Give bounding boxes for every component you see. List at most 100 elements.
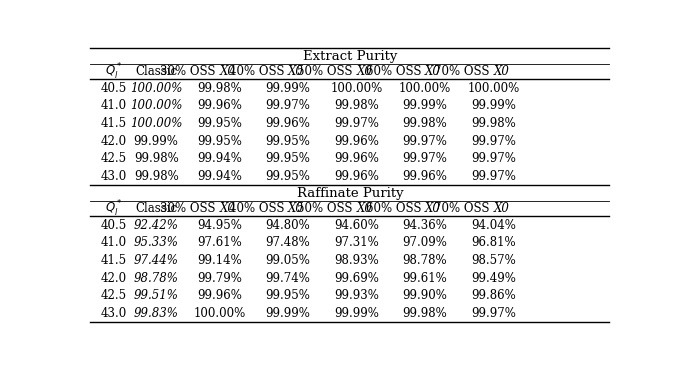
Text: 99.95%: 99.95% (197, 135, 242, 148)
Text: 99.96%: 99.96% (197, 290, 242, 302)
Text: X0: X0 (288, 65, 304, 78)
Text: 97.48%: 97.48% (265, 236, 310, 249)
Text: Classic: Classic (135, 202, 177, 215)
Text: 41.5: 41.5 (101, 254, 127, 267)
Text: 99.05%: 99.05% (265, 254, 310, 267)
Text: 99.86%: 99.86% (471, 290, 516, 302)
Text: 42.5: 42.5 (101, 152, 127, 165)
Text: 100.00%: 100.00% (398, 81, 451, 95)
Text: 99.74%: 99.74% (265, 272, 310, 285)
Text: 30% OSS: 30% OSS (160, 65, 220, 78)
Text: 99.95%: 99.95% (265, 152, 310, 165)
Text: 99.95%: 99.95% (265, 290, 310, 302)
Text: X0: X0 (220, 65, 235, 78)
Text: 99.99%: 99.99% (134, 135, 179, 148)
Text: 60% OSS: 60% OSS (366, 202, 425, 215)
Text: 99.49%: 99.49% (471, 272, 516, 285)
Text: 43.0: 43.0 (101, 307, 127, 320)
Text: 94.60%: 94.60% (334, 219, 379, 232)
Text: 99.93%: 99.93% (334, 290, 379, 302)
Text: X0: X0 (356, 202, 372, 215)
Text: 100.00%: 100.00% (130, 81, 182, 95)
Text: 97.31%: 97.31% (334, 236, 379, 249)
Text: 100.00%: 100.00% (330, 81, 383, 95)
Text: 99.99%: 99.99% (471, 99, 516, 112)
Text: 99.95%: 99.95% (265, 135, 310, 148)
Text: 99.90%: 99.90% (403, 290, 447, 302)
Text: 60% OSS: 60% OSS (366, 65, 425, 78)
Text: 99.98%: 99.98% (471, 117, 516, 130)
Text: 94.80%: 94.80% (265, 219, 310, 232)
Text: 99.97%: 99.97% (265, 99, 310, 112)
Text: 41.5: 41.5 (101, 117, 127, 130)
Text: X0: X0 (356, 65, 372, 78)
Text: 97.61%: 97.61% (197, 236, 242, 249)
Text: X0: X0 (220, 202, 235, 215)
Text: Extract Purity: Extract Purity (303, 50, 397, 62)
Text: 42.0: 42.0 (101, 272, 127, 285)
Text: 92.42%: 92.42% (134, 219, 179, 232)
Text: 70% OSS: 70% OSS (434, 65, 494, 78)
Text: 99.97%: 99.97% (471, 135, 516, 148)
Text: 99.98%: 99.98% (403, 117, 447, 130)
Text: 42.5: 42.5 (101, 290, 127, 302)
Text: 94.04%: 94.04% (471, 219, 516, 232)
Text: 99.97%: 99.97% (471, 307, 516, 320)
Text: 99.94%: 99.94% (197, 152, 242, 165)
Text: 30% OSS: 30% OSS (160, 202, 220, 215)
Text: 99.96%: 99.96% (403, 170, 447, 183)
Text: 99.69%: 99.69% (334, 272, 379, 285)
Text: 100.00%: 100.00% (130, 99, 182, 112)
Text: 96.81%: 96.81% (471, 236, 515, 249)
Text: 99.14%: 99.14% (197, 254, 242, 267)
Text: 98.78%: 98.78% (403, 254, 447, 267)
Text: X0: X0 (288, 202, 304, 215)
Text: 40.5: 40.5 (101, 81, 127, 95)
Text: 97.44%: 97.44% (134, 254, 179, 267)
Text: 99.51%: 99.51% (134, 290, 179, 302)
Text: 99.96%: 99.96% (334, 152, 379, 165)
Text: 99.83%: 99.83% (134, 307, 179, 320)
Text: 50% OSS: 50% OSS (297, 202, 356, 215)
Text: $Q_l^*$: $Q_l^*$ (105, 199, 123, 219)
Text: 99.96%: 99.96% (334, 135, 379, 148)
Text: $Q_l^*$: $Q_l^*$ (105, 61, 123, 81)
Text: 99.96%: 99.96% (197, 99, 242, 112)
Text: 99.99%: 99.99% (265, 307, 310, 320)
Text: 43.0: 43.0 (101, 170, 127, 183)
Text: 99.99%: 99.99% (334, 307, 379, 320)
Text: X0: X0 (425, 202, 441, 215)
Text: 99.97%: 99.97% (334, 117, 379, 130)
Text: X0: X0 (494, 202, 509, 215)
Text: 99.97%: 99.97% (403, 152, 447, 165)
Text: Classic: Classic (135, 65, 177, 78)
Text: 99.95%: 99.95% (197, 117, 242, 130)
Text: 99.96%: 99.96% (265, 117, 310, 130)
Text: X0: X0 (425, 65, 441, 78)
Text: 100.00%: 100.00% (130, 117, 182, 130)
Text: 99.99%: 99.99% (403, 99, 447, 112)
Text: 99.94%: 99.94% (197, 170, 242, 183)
Text: 42.0: 42.0 (101, 135, 127, 148)
Text: 70% OSS: 70% OSS (434, 202, 494, 215)
Text: 94.36%: 94.36% (403, 219, 447, 232)
Text: 50% OSS: 50% OSS (297, 65, 356, 78)
Text: 99.95%: 99.95% (265, 170, 310, 183)
Text: 95.33%: 95.33% (134, 236, 179, 249)
Text: 94.95%: 94.95% (197, 219, 242, 232)
Text: 99.79%: 99.79% (197, 272, 242, 285)
Text: 99.99%: 99.99% (265, 81, 310, 95)
Text: 99.97%: 99.97% (403, 135, 447, 148)
Text: 40% OSS: 40% OSS (228, 202, 288, 215)
Text: 99.98%: 99.98% (403, 307, 447, 320)
Text: 99.98%: 99.98% (334, 99, 379, 112)
Text: 98.93%: 98.93% (334, 254, 379, 267)
Text: Raffinate Purity: Raffinate Purity (296, 186, 403, 200)
Text: X0: X0 (494, 65, 509, 78)
Text: 98.57%: 98.57% (471, 254, 516, 267)
Text: 99.96%: 99.96% (334, 170, 379, 183)
Text: 40% OSS: 40% OSS (228, 65, 288, 78)
Text: 99.97%: 99.97% (471, 152, 516, 165)
Text: 99.98%: 99.98% (134, 170, 179, 183)
Text: 99.97%: 99.97% (471, 170, 516, 183)
